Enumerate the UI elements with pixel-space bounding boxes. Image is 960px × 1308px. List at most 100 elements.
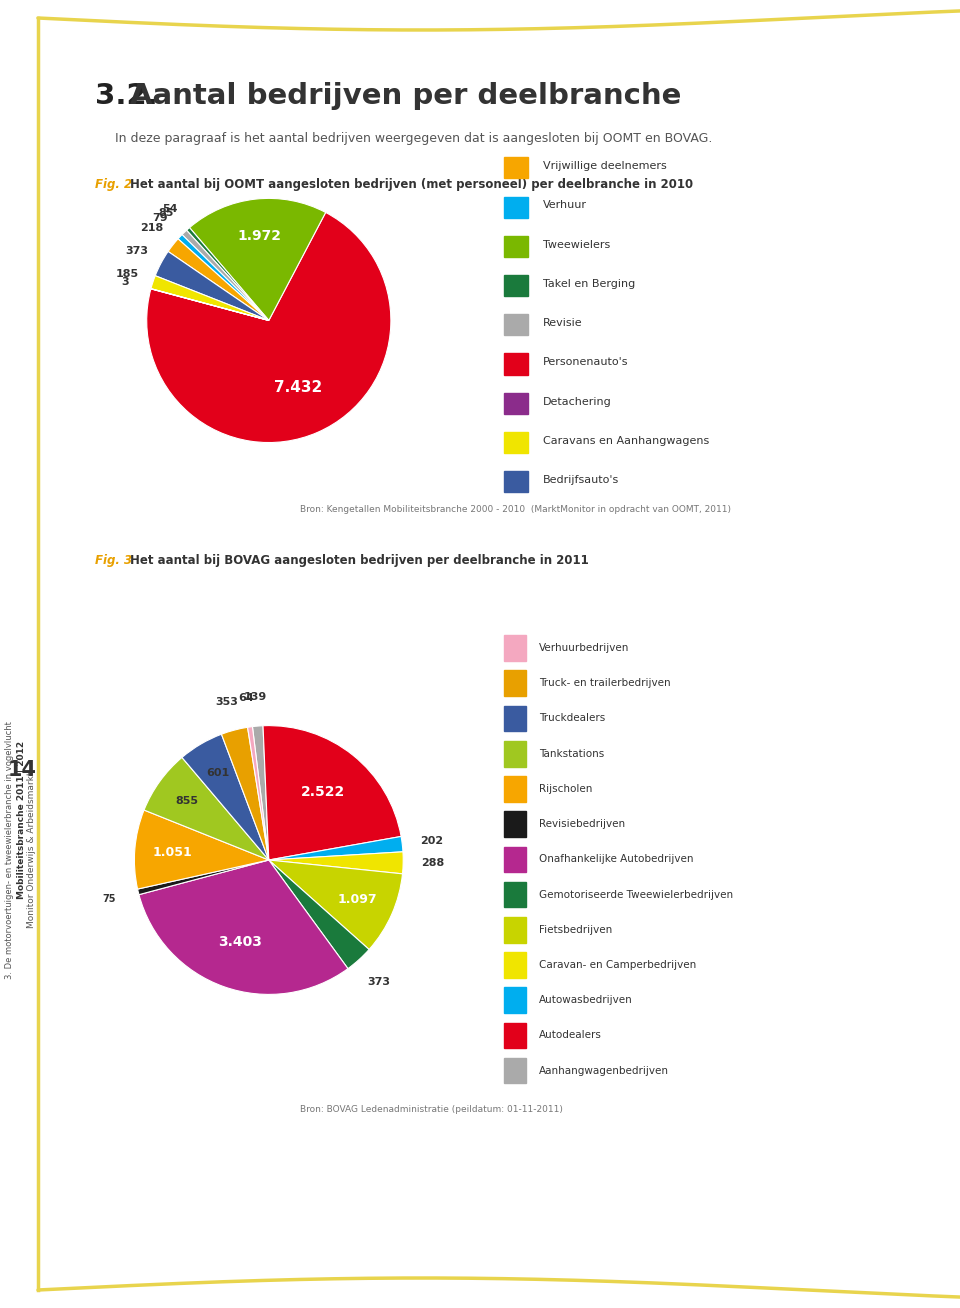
Wedge shape [263, 726, 401, 861]
Text: 3. De motorvoertuigen- en tweewielerbranche in vogelvlucht: 3. De motorvoertuigen- en tweewielerbran… [6, 721, 14, 978]
Text: 2.522: 2.522 [301, 785, 346, 799]
Text: 14: 14 [8, 760, 36, 780]
Text: 54: 54 [162, 204, 178, 213]
Text: Fig. 3: Fig. 3 [95, 555, 132, 566]
Text: Fig. 2: Fig. 2 [95, 178, 132, 191]
Text: 79: 79 [153, 213, 168, 224]
Bar [504, 882, 526, 908]
Bar [504, 471, 528, 492]
Wedge shape [189, 199, 325, 320]
Text: Autodealers: Autodealers [539, 1031, 602, 1040]
Text: Revisie: Revisie [543, 318, 583, 328]
Text: Verhuur: Verhuur [543, 200, 588, 211]
Bar [504, 706, 526, 731]
Bar [504, 811, 526, 837]
Text: Vrijwillige deelnemers: Vrijwillige deelnemers [543, 161, 667, 171]
Text: 202: 202 [420, 836, 444, 845]
Wedge shape [186, 228, 269, 320]
Text: Aanhangwagenbedrijven: Aanhangwagenbedrijven [539, 1066, 669, 1075]
Text: Onafhankelijke Autobedrijven: Onafhankelijke Autobedrijven [539, 854, 693, 865]
Wedge shape [168, 239, 269, 320]
Bar [504, 952, 526, 978]
Wedge shape [156, 251, 269, 320]
Bar [504, 988, 526, 1012]
Bar [504, 1058, 526, 1083]
Text: Verhuurbedrijven: Verhuurbedrijven [539, 644, 630, 653]
Wedge shape [248, 727, 269, 861]
Text: 64: 64 [238, 693, 253, 702]
Text: Monitor Onderwijs & Arbeidsmarkt: Monitor Onderwijs & Arbeidsmarkt [28, 772, 36, 929]
Text: 3: 3 [121, 277, 129, 286]
Text: 139: 139 [244, 692, 267, 701]
Text: Caravans en Aanhangwagens: Caravans en Aanhangwagens [543, 436, 709, 446]
Text: 373: 373 [368, 977, 391, 986]
Text: 185: 185 [116, 268, 139, 279]
Wedge shape [269, 861, 402, 950]
Wedge shape [252, 726, 269, 861]
Bar [504, 235, 528, 256]
Bar [504, 275, 528, 296]
Text: Tweewielers: Tweewielers [543, 239, 611, 250]
Wedge shape [269, 836, 403, 861]
Wedge shape [269, 861, 369, 969]
Wedge shape [182, 230, 269, 320]
Text: Fietsbedrijven: Fietsbedrijven [539, 925, 612, 935]
Text: Bron: Kengetallen Mobiliteitsbranche 2000 - 2010  (MarktMonitor in opdracht van : Bron: Kengetallen Mobiliteitsbranche 200… [300, 505, 731, 514]
Bar [504, 157, 528, 178]
Bar [504, 314, 528, 335]
Wedge shape [178, 234, 269, 320]
Text: 1.097: 1.097 [338, 892, 377, 905]
Text: Aantal bedrijven per deelbranche: Aantal bedrijven per deelbranche [130, 82, 682, 110]
Text: 353: 353 [215, 697, 238, 706]
Text: Revisiebedrijven: Revisiebedrijven [539, 819, 625, 829]
Text: Takel en Berging: Takel en Berging [543, 279, 636, 289]
Text: Detachering: Detachering [543, 396, 612, 407]
Wedge shape [139, 861, 348, 994]
Bar [504, 1023, 526, 1048]
Text: Caravan- en Camperbedrijven: Caravan- en Camperbedrijven [539, 960, 696, 971]
Text: Tankstations: Tankstations [539, 748, 604, 759]
Text: 855: 855 [176, 797, 199, 806]
Text: 1.051: 1.051 [153, 846, 192, 858]
Text: In deze paragraaf is het aantal bedrijven weergegeven dat is aangesloten bij OOM: In deze paragraaf is het aantal bedrijve… [115, 132, 712, 145]
Text: Het aantal bij OOMT aangesloten bedrijven (met personeel) per deelbranche in 201: Het aantal bij OOMT aangesloten bedrijve… [130, 178, 693, 191]
Wedge shape [134, 810, 269, 889]
Text: 75: 75 [103, 893, 116, 904]
Text: 288: 288 [421, 858, 444, 869]
Text: 7.432: 7.432 [274, 381, 323, 395]
Text: Truckdealers: Truckdealers [539, 713, 605, 723]
Text: 218: 218 [140, 224, 163, 233]
Text: Autowasbedrijven: Autowasbedrijven [539, 995, 633, 1006]
Wedge shape [144, 757, 269, 861]
Wedge shape [151, 289, 269, 320]
Text: 373: 373 [126, 246, 149, 255]
Bar [504, 917, 526, 943]
Wedge shape [269, 852, 403, 874]
Text: 3.403: 3.403 [218, 935, 261, 950]
Text: 601: 601 [206, 768, 229, 778]
Wedge shape [222, 727, 269, 861]
Text: Het aantal bij BOVAG aangesloten bedrijven per deelbranche in 2011: Het aantal bij BOVAG aangesloten bedrijv… [130, 555, 588, 566]
Text: 3.2.: 3.2. [95, 82, 157, 110]
Text: Rijscholen: Rijscholen [539, 783, 592, 794]
Bar [504, 196, 528, 217]
Bar [504, 432, 528, 453]
Bar [504, 740, 526, 766]
Text: 85: 85 [158, 208, 174, 218]
Bar [504, 671, 526, 696]
Bar [504, 846, 526, 872]
Text: Bedrijfsauto's: Bedrijfsauto's [543, 475, 619, 485]
Bar [504, 776, 526, 802]
Wedge shape [147, 212, 391, 442]
Bar [504, 353, 528, 374]
Text: Mobiliteitsbranche 2011 | 2012: Mobiliteitsbranche 2011 | 2012 [17, 740, 27, 899]
Bar [504, 636, 526, 661]
Wedge shape [151, 276, 269, 320]
Text: 1.972: 1.972 [237, 229, 281, 242]
Text: Truck- en trailerbedrijven: Truck- en trailerbedrijven [539, 679, 671, 688]
Text: Bron: BOVAG Ledenadministratie (peildatum: 01-11-2011): Bron: BOVAG Ledenadministratie (peildatu… [300, 1105, 563, 1114]
Wedge shape [182, 734, 269, 861]
Wedge shape [137, 861, 269, 895]
Bar [504, 392, 528, 413]
Text: Gemotoriseerde Tweewielerbedrijven: Gemotoriseerde Tweewielerbedrijven [539, 889, 733, 900]
